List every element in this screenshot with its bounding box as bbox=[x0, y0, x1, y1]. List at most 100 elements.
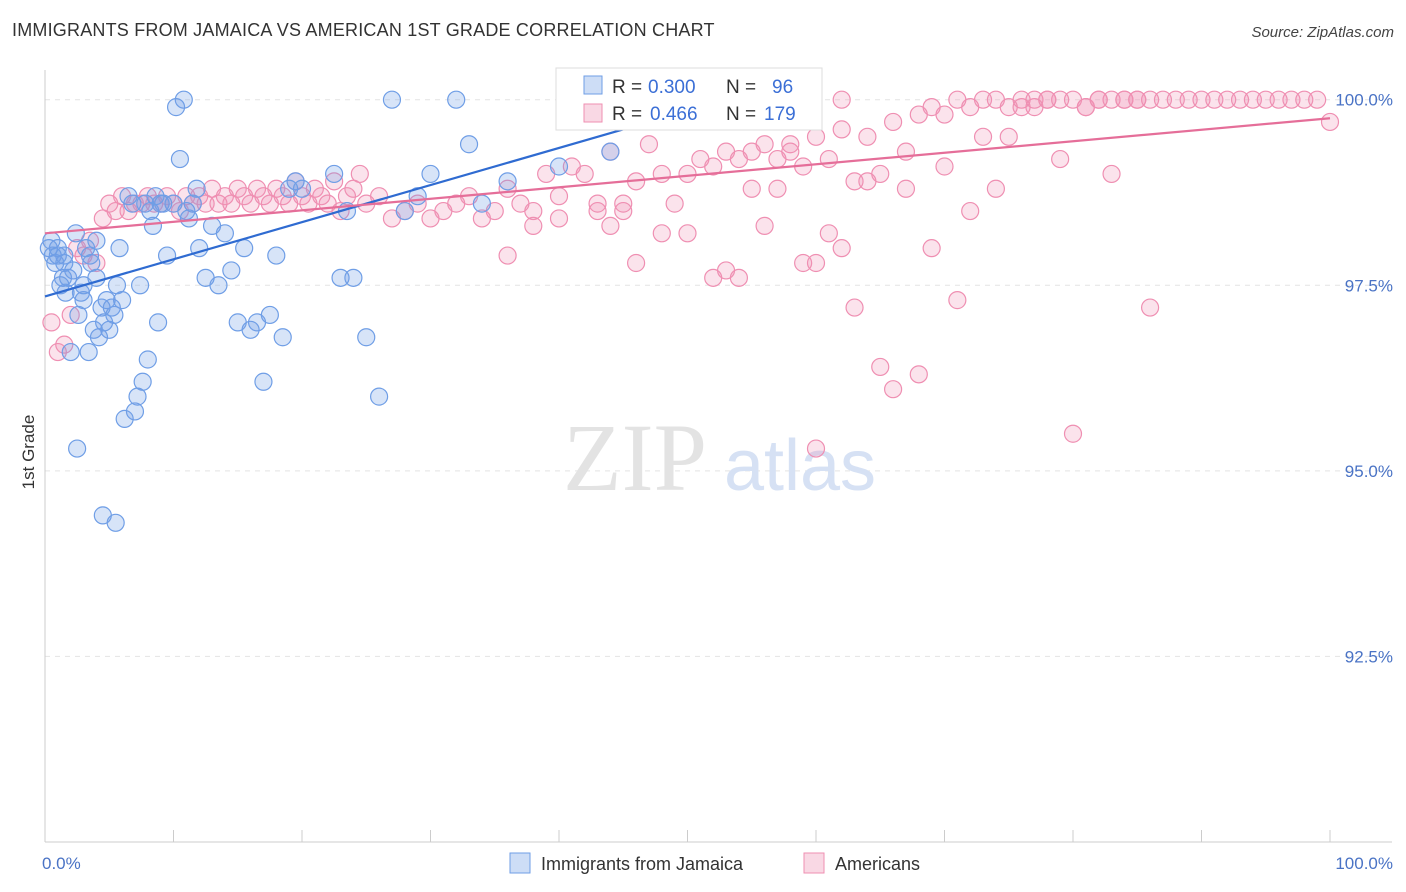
point-americans-164 bbox=[1089, 90, 1108, 109]
point-jamaica-26 bbox=[102, 298, 121, 317]
point-jamaica-76 bbox=[106, 513, 125, 532]
point-jamaica-74 bbox=[68, 439, 87, 458]
legend-swatch-americans bbox=[583, 103, 603, 123]
legend-r-label-2: R = bbox=[612, 104, 642, 125]
point-jamaica-94 bbox=[549, 157, 569, 176]
point-americans-46 bbox=[337, 187, 357, 206]
legend-n-value-1: 96 bbox=[772, 77, 793, 98]
point-americans-7 bbox=[87, 253, 106, 273]
point-jamaica-93 bbox=[498, 172, 517, 191]
point-americans-139 bbox=[768, 179, 787, 198]
point-americans-122 bbox=[1295, 90, 1314, 109]
point-americans-67 bbox=[588, 194, 607, 213]
point-americans-107 bbox=[1102, 90, 1121, 109]
point-americans-143 bbox=[819, 224, 838, 243]
point-jamaica-30 bbox=[112, 291, 132, 310]
point-americans-141 bbox=[794, 253, 813, 273]
point-americans-86 bbox=[832, 120, 851, 139]
point-jamaica-45 bbox=[154, 194, 173, 213]
point-americans-145 bbox=[845, 298, 864, 317]
point-americans-74 bbox=[678, 164, 697, 184]
axes bbox=[44, 70, 1392, 843]
point-jamaica-72 bbox=[48, 239, 67, 258]
point-americans-149 bbox=[896, 179, 916, 198]
point-jamaica-43 bbox=[148, 313, 168, 332]
point-americans-76 bbox=[704, 157, 723, 176]
point-jamaica-83 bbox=[344, 268, 363, 287]
point-americans-130 bbox=[614, 194, 633, 213]
point-americans-97 bbox=[973, 90, 993, 109]
point-jamaica-65 bbox=[254, 372, 273, 391]
point-jamaica-54 bbox=[187, 179, 206, 198]
point-jamaica-15 bbox=[74, 291, 93, 310]
point-jamaica-29 bbox=[110, 239, 129, 258]
point-americans-165 bbox=[1102, 164, 1121, 184]
point-jamaica-70 bbox=[286, 172, 305, 191]
point-americans-125 bbox=[498, 246, 517, 265]
point-jamaica-17 bbox=[79, 342, 98, 362]
point-americans-162 bbox=[1063, 424, 1083, 443]
point-jamaica-4 bbox=[48, 246, 67, 265]
point-americans-114 bbox=[1192, 90, 1211, 109]
watermark-zip: ZIP bbox=[563, 404, 707, 511]
point-jamaica-63 bbox=[241, 320, 260, 339]
x-tick-label-0: 0.0% bbox=[42, 854, 81, 873]
point-americans-103 bbox=[1051, 90, 1070, 109]
point-jamaica-31 bbox=[115, 409, 134, 428]
point-americans-94 bbox=[935, 105, 954, 124]
point-americans-126 bbox=[524, 216, 543, 235]
point-jamaica-89 bbox=[421, 164, 440, 184]
point-americans-118 bbox=[1243, 90, 1263, 109]
bottom-legend-jamaica: Immigrants from Jamaica bbox=[541, 854, 744, 874]
point-americans-2 bbox=[55, 335, 74, 354]
chart-source: Source: ZipAtlas.com bbox=[1251, 24, 1394, 41]
point-jamaica-27 bbox=[105, 305, 124, 325]
point-jamaica-37 bbox=[133, 372, 152, 391]
grid-lines bbox=[45, 99, 1392, 657]
point-jamaica-66 bbox=[260, 305, 279, 325]
chart-title: IMMIGRANTS FROM JAMAICA VS AMERICAN 1ST … bbox=[12, 20, 715, 40]
legend-r-label-1: R = bbox=[612, 77, 642, 98]
point-americans-117 bbox=[1230, 90, 1250, 109]
point-jamaica-85 bbox=[370, 387, 389, 406]
point-jamaica-49 bbox=[170, 149, 190, 169]
point-americans-116 bbox=[1218, 90, 1237, 109]
point-jamaica-67 bbox=[267, 246, 286, 265]
y-axis-label: 1st Grade bbox=[19, 415, 38, 490]
point-jamaica-92 bbox=[472, 194, 491, 213]
point-jamaica-39 bbox=[138, 350, 157, 369]
point-americans-64 bbox=[549, 187, 569, 206]
point-americans-80 bbox=[755, 135, 774, 154]
point-jamaica-73 bbox=[55, 246, 74, 265]
point-jamaica-80 bbox=[325, 164, 344, 184]
point-americans-167 bbox=[1128, 90, 1147, 109]
point-jamaica-68 bbox=[273, 328, 292, 347]
point-americans-69 bbox=[614, 201, 633, 221]
series-jamaica-points bbox=[39, 90, 620, 532]
point-jamaica-58 bbox=[209, 276, 228, 295]
point-americans-115 bbox=[1205, 90, 1224, 109]
point-jamaica-81 bbox=[331, 268, 350, 287]
point-jamaica-78 bbox=[80, 246, 100, 265]
point-americans-111 bbox=[1153, 90, 1173, 109]
point-americans-166 bbox=[1115, 90, 1134, 109]
point-americans-138 bbox=[755, 216, 774, 235]
point-jamaica-12 bbox=[66, 224, 85, 243]
point-americans-127 bbox=[549, 209, 569, 228]
point-americans-88 bbox=[858, 127, 877, 146]
point-americans-29 bbox=[228, 179, 247, 198]
point-americans-171 bbox=[832, 90, 851, 109]
y-tick-label-0: 100.0% bbox=[1335, 91, 1393, 110]
point-jamaica-53 bbox=[183, 194, 202, 213]
legend-swatch-jamaica bbox=[583, 75, 603, 95]
point-americans-32 bbox=[247, 179, 267, 198]
point-americans-44 bbox=[325, 172, 344, 191]
x-tick-labels: 0.0% 100.0% bbox=[42, 854, 1393, 873]
point-jamaica-62 bbox=[235, 239, 254, 258]
point-americans-123 bbox=[1308, 90, 1327, 109]
point-americans-157 bbox=[999, 127, 1018, 146]
y-tick-label-3: 92.5% bbox=[1345, 647, 1393, 666]
point-americans-119 bbox=[1256, 90, 1275, 109]
point-americans-132 bbox=[652, 224, 671, 243]
point-jamaica-95 bbox=[601, 142, 620, 161]
